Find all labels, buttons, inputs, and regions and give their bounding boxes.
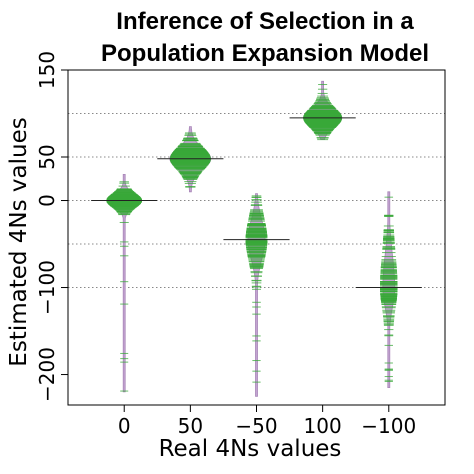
y-axis: 150 50 0 −100 −200 xyxy=(35,51,68,402)
chart-title-line-2: Population Expansion Model xyxy=(101,40,429,67)
x-tick-label: 50 xyxy=(178,414,203,438)
y-tick-label: −200 xyxy=(35,347,59,402)
plot-area xyxy=(68,80,445,397)
y-tick-label: 0 xyxy=(35,194,59,207)
x-axis: 0 50 −50 100 −100 xyxy=(118,405,416,438)
chart-title-line-1: Inference of Selection in a xyxy=(116,8,414,35)
y-tick-label: 50 xyxy=(35,144,59,169)
violin-0 xyxy=(106,174,142,393)
y-tick-label: 150 xyxy=(35,51,59,89)
y-axis-label: Estimated 4Ns values xyxy=(6,117,32,366)
x-tick-label: −100 xyxy=(361,414,416,438)
x-tick-label: 0 xyxy=(118,414,131,438)
x-tick-label: −50 xyxy=(235,414,277,438)
x-tick-label: 100 xyxy=(304,414,342,438)
y-tick-label: −100 xyxy=(35,260,59,315)
x-axis-label: Real 4Ns values xyxy=(159,436,342,462)
